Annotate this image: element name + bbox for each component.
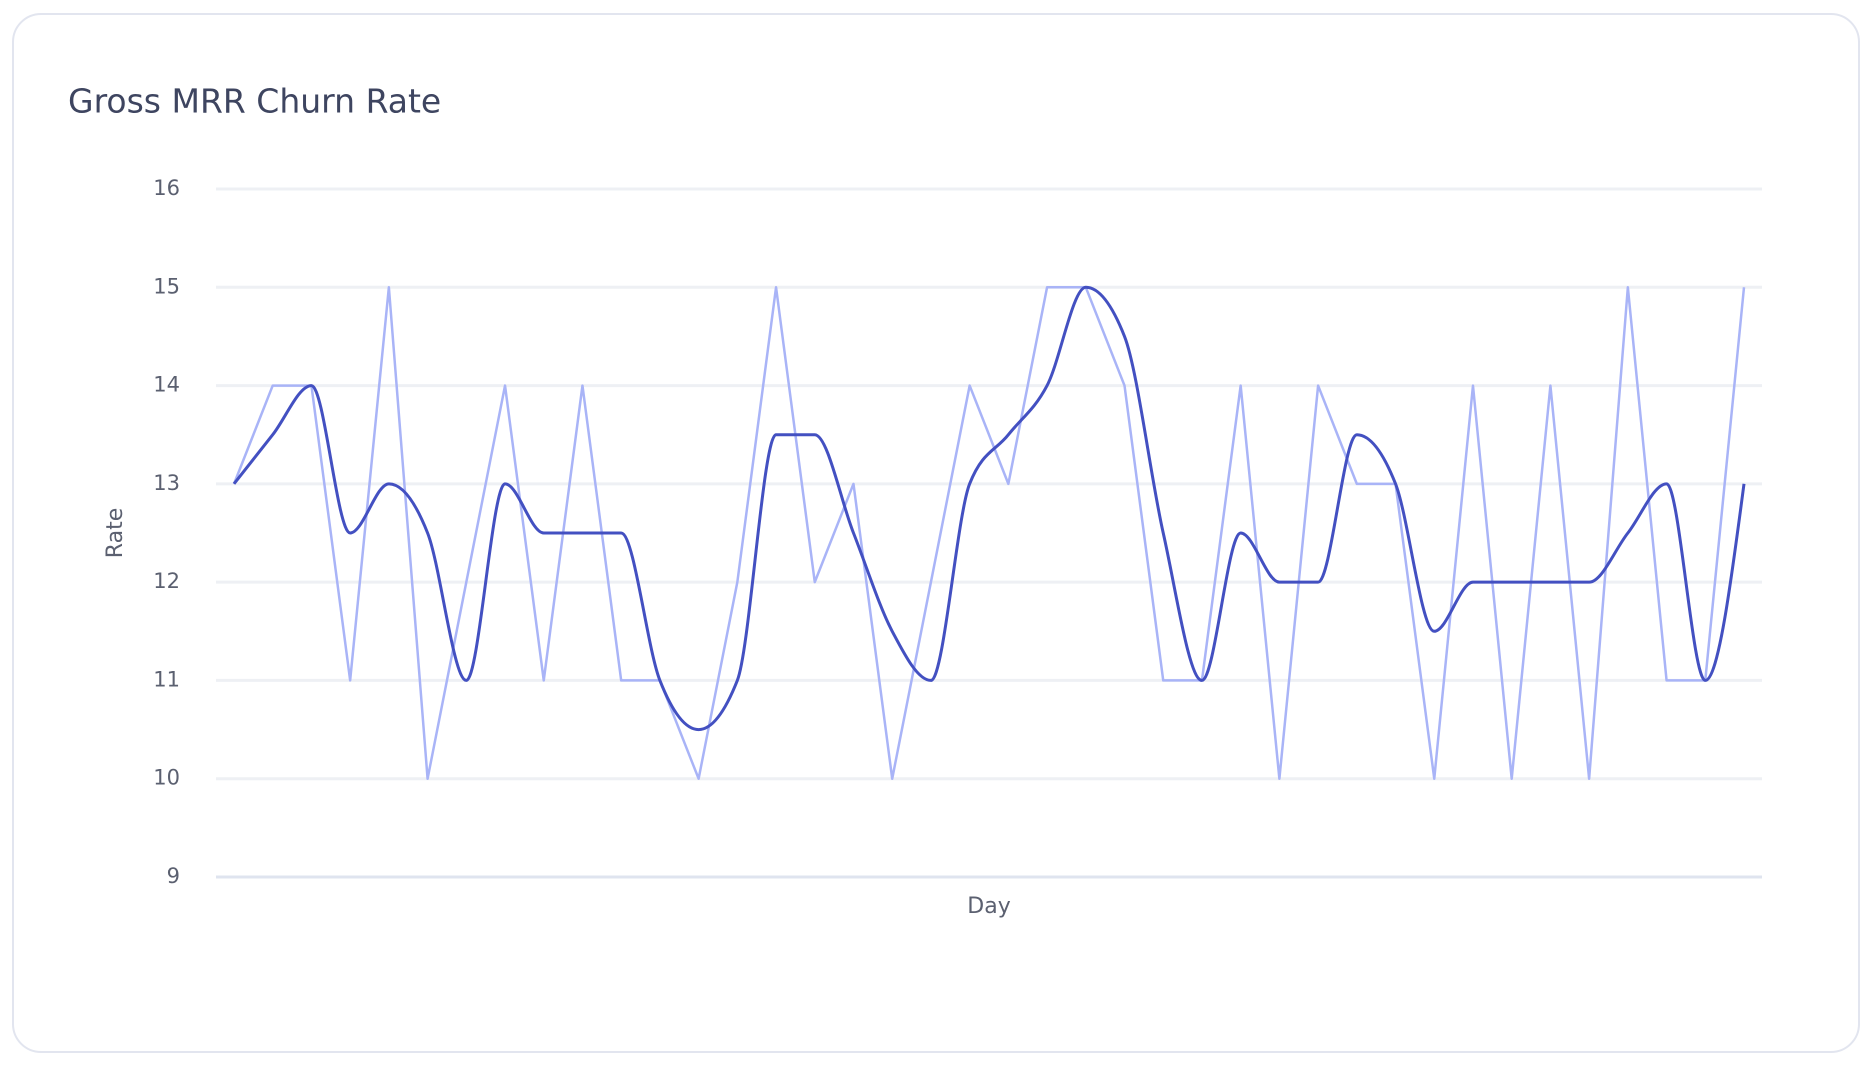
- y-tick-label: 9: [167, 864, 180, 888]
- y-tick-label: 16: [153, 176, 180, 200]
- y-tick-label: 14: [153, 373, 180, 397]
- y-tick-label: 12: [153, 569, 180, 593]
- line-series: [232, 285, 1746, 732]
- y-tick-label: 13: [153, 471, 180, 495]
- x-axis-label: Day: [967, 894, 1010, 919]
- y-tick-label: 10: [153, 766, 180, 790]
- y-axis-label: Rate: [103, 508, 128, 558]
- y-tick-label: 11: [153, 667, 180, 691]
- card: [12, 13, 1860, 1053]
- chart-title: Gross MRR Churn Rate: [68, 82, 441, 121]
- y-tick-label: 15: [153, 274, 180, 298]
